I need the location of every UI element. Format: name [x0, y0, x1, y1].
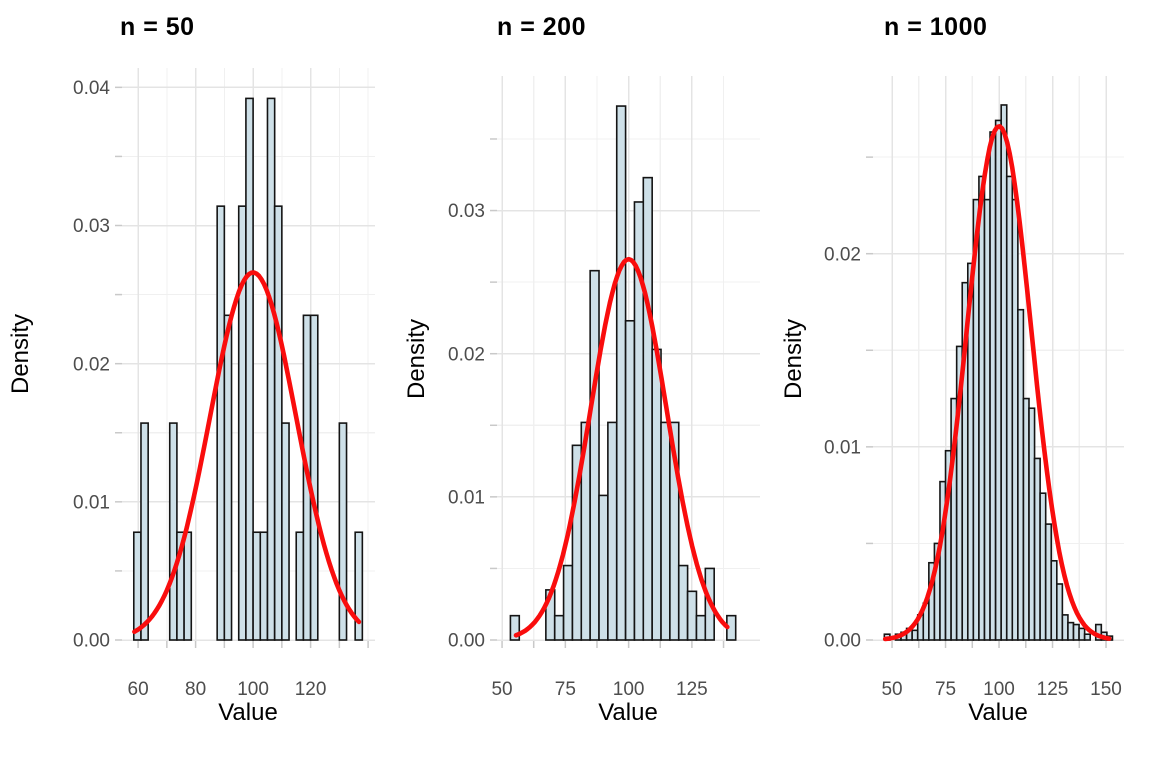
histogram-bar [354, 531, 364, 641]
x-tick-label: 120 [295, 679, 327, 700]
histogram-bar [677, 564, 689, 641]
y-tick-label: 0.00 [448, 631, 485, 652]
y-tick-label: 0.00 [824, 631, 861, 652]
y-tick-label: 0.03 [73, 216, 110, 237]
histogram-bar [273, 205, 283, 641]
histogram-bar [624, 319, 636, 641]
histogram-bar [978, 175, 986, 641]
y-axis-label-panel1: Density [7, 313, 34, 395]
histogram-bar [252, 531, 262, 641]
histogram-bar [589, 269, 600, 641]
histogram-bar [642, 176, 653, 641]
histogram-bar [140, 422, 149, 641]
histogram-bar [989, 131, 997, 641]
y-tick-label: 0.01 [824, 437, 861, 458]
histogram-bar [651, 348, 662, 641]
x-tick-label: 100 [613, 679, 645, 700]
normal-curve [132, 270, 362, 634]
panel-title-n200: n = 200 [497, 13, 586, 41]
histogram-bar [1067, 621, 1075, 641]
y-tick-label: 0.03 [448, 201, 485, 222]
panel-title-n50: n = 50 [120, 13, 195, 41]
histogram-bar [983, 198, 991, 641]
histogram-bar [132, 531, 142, 641]
histogram-bar [1022, 397, 1030, 641]
histogram-bar [615, 105, 627, 641]
x-tick-label: 125 [1037, 679, 1069, 700]
histogram-bar [1083, 633, 1091, 641]
histogram-bar [607, 421, 618, 641]
y-tick-label: 0.04 [73, 78, 110, 99]
histogram-bar [338, 422, 348, 641]
x-axis-label-panel1: Value [218, 699, 278, 726]
y-axis-label-panel2: Density [403, 318, 430, 400]
histogram-bar [562, 564, 574, 641]
histogram-bar [295, 531, 305, 641]
histogram-bar [1061, 614, 1069, 641]
histogram-bar [259, 531, 269, 641]
y-tick-label: 0.02 [448, 344, 485, 365]
histogram-bar [911, 629, 919, 641]
x-axis-label-panel2: Value [598, 699, 658, 726]
histogram-bar [1033, 457, 1041, 641]
x-tick-label: 125 [676, 679, 708, 700]
histogram-bar [245, 97, 254, 641]
x-tick-label: 60 [128, 679, 149, 700]
histogram-bar [237, 205, 247, 641]
histogram-bar [223, 314, 233, 641]
histogram-bar [1039, 492, 1047, 641]
x-tick-label: 50 [491, 679, 512, 700]
y-tick-label: 0.02 [824, 244, 861, 265]
x-tick-label: 100 [983, 679, 1015, 700]
histogram-bar [1011, 198, 1019, 641]
panel-title-n1000: n = 1000 [884, 13, 988, 41]
histogram-bar [598, 494, 609, 641]
histogram-bar [183, 531, 193, 641]
y-tick-label: 0.01 [73, 492, 110, 513]
x-axis-label-panel3: Value [968, 699, 1028, 726]
histogram-bar [168, 422, 178, 641]
histogram-bar [553, 614, 565, 641]
histogram-bar [1028, 407, 1036, 641]
histogram-bar [1044, 523, 1053, 641]
histogram-bar [216, 205, 226, 641]
histogram-bar [309, 314, 319, 641]
histogram-bar [509, 614, 521, 641]
histogram-bar [266, 97, 276, 641]
x-tick-label: 80 [185, 679, 206, 700]
y-tick-label: 0.01 [448, 488, 485, 509]
histogram-bar [669, 421, 680, 641]
x-tick-label: 75 [555, 679, 576, 700]
histogram-bar [1050, 560, 1058, 641]
histogram-bar [994, 119, 1002, 641]
y-tick-label: 0.02 [73, 354, 110, 375]
x-tick-label: 50 [881, 679, 902, 700]
y-tick-label: 0.00 [73, 631, 110, 652]
histogram-bar [695, 614, 707, 641]
histogram-bar [1072, 623, 1080, 641]
histogram-bar [1017, 308, 1025, 641]
histogram-bar [281, 422, 290, 641]
histogram-bar [1056, 583, 1064, 641]
histogram-bar [1000, 104, 1008, 641]
histogram-bar [1078, 627, 1086, 641]
histogram-bar [660, 421, 671, 641]
x-tick-label: 150 [1090, 679, 1122, 700]
normal-curve [513, 256, 730, 638]
histogram-bar [686, 590, 698, 641]
y-axis-label-panel3: Density [780, 318, 807, 400]
x-tick-label: 75 [935, 679, 956, 700]
histogram-bar [1005, 175, 1014, 641]
normal-curve [882, 124, 1112, 642]
x-tick-label: 100 [237, 679, 269, 700]
